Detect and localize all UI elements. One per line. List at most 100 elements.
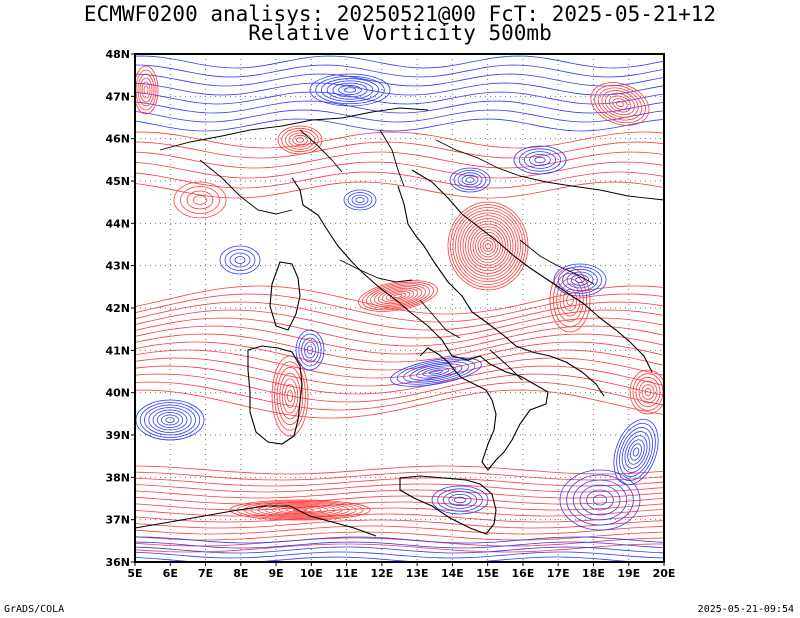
positive-contour [141, 81, 151, 99]
positive-contour [143, 85, 149, 95]
positive-contour [455, 209, 521, 283]
negative-contour [301, 337, 319, 363]
balkan-coast [411, 169, 653, 373]
positive-contour [597, 87, 643, 121]
lat-label: 42N [105, 302, 130, 315]
negative-contour [453, 169, 487, 190]
lon-label: 6E [163, 567, 178, 580]
positive-contour [460, 215, 516, 277]
positive-contour [362, 281, 434, 311]
negative-contour [306, 345, 314, 355]
positive-contour [135, 171, 664, 189]
positive-contour [470, 226, 506, 266]
negative-contour [135, 536, 664, 544]
lat-label: 41N [105, 344, 130, 357]
negative-contour [616, 423, 656, 481]
positive-contour [264, 504, 336, 516]
positive-contour [485, 242, 491, 250]
negative-contour [566, 474, 634, 526]
negative-contour [229, 252, 251, 268]
negative-contour [453, 496, 466, 504]
positive-contour [250, 502, 350, 518]
negative-contour [624, 435, 648, 469]
lon-label: 14E [441, 567, 464, 580]
negative-contour [338, 85, 362, 95]
lon-label: 8E [233, 567, 248, 580]
positive-contour [135, 389, 664, 419]
negative-contour [332, 82, 368, 98]
positive-contour [465, 220, 511, 272]
negative-contour [630, 443, 642, 461]
negative-contour [396, 359, 476, 385]
positive-contour [135, 293, 664, 323]
positive-contour [393, 294, 403, 298]
positive-contour [605, 92, 635, 116]
negative-contour [135, 556, 644, 562]
sardinia-coastline [247, 345, 303, 445]
positive-contour [284, 384, 296, 408]
negative-contour [315, 75, 385, 105]
negative-contour [355, 197, 365, 203]
negative-contour [135, 73, 664, 87]
negative-contour [465, 177, 475, 183]
positive-contour [562, 288, 578, 312]
negative-contour [449, 167, 491, 193]
lon-label: 13E [406, 567, 429, 580]
positive-contour [447, 201, 529, 291]
positive-contour [635, 376, 661, 408]
positive-contour [629, 369, 664, 415]
negative-contour [632, 447, 640, 457]
positive-contour [135, 537, 664, 547]
positive-contour [612, 98, 628, 110]
negative-contour [298, 333, 322, 367]
negative-contour [326, 80, 374, 100]
lat-label: 36N [105, 556, 130, 569]
africa-coast [135, 505, 377, 537]
positive-contour [271, 505, 329, 515]
positive-contour [369, 284, 427, 308]
negative-contour [135, 541, 664, 549]
positive-contour [366, 283, 430, 309]
adriatic-coast [397, 185, 605, 397]
positive-contour [135, 483, 664, 493]
negative-contour [437, 488, 483, 512]
positive-contour [641, 384, 655, 400]
border-e [519, 239, 595, 285]
negative-contour [135, 546, 664, 554]
negative-contour [135, 55, 664, 69]
negative-contour [562, 268, 598, 292]
positive-contour [284, 130, 316, 150]
lat-label: 37N [105, 514, 130, 527]
positive-contour [638, 380, 658, 404]
positive-contour [135, 65, 159, 115]
positive-contour [135, 317, 664, 347]
positive-contour [135, 69, 157, 111]
negative-contour [135, 91, 664, 105]
negative-contour [234, 256, 246, 264]
positive-contour [135, 161, 664, 179]
positive-contour [475, 231, 501, 261]
positive-contour [373, 286, 423, 306]
negative-contour [135, 109, 664, 123]
lon-label: 20E [653, 567, 676, 580]
negative-contour [135, 100, 664, 114]
positive-contour [135, 341, 664, 371]
negative-contour [429, 369, 443, 375]
negative-contour [431, 485, 489, 515]
positive-contour [186, 190, 214, 210]
lat-label: 43N [105, 260, 130, 273]
negative-contour [627, 439, 645, 465]
positive-contour [135, 477, 664, 487]
positive-contour [135, 513, 664, 523]
negative-contour [534, 156, 546, 164]
positive-contour [180, 186, 220, 214]
lat-label: 47N [105, 90, 130, 103]
negative-contour [619, 427, 653, 477]
negative-contour [570, 274, 590, 286]
positive-contour [552, 272, 588, 328]
negative-contour [442, 491, 478, 509]
negative-contour [529, 153, 551, 166]
positive-contour [482, 240, 494, 252]
positive-contour [135, 531, 664, 541]
